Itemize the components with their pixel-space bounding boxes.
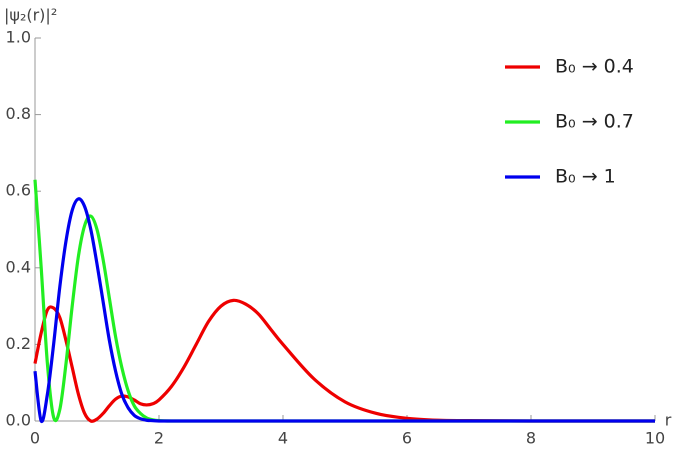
x-tick-label: 4 — [278, 429, 288, 448]
y-tick-label: 0.0 — [6, 411, 31, 430]
y-tick-label: 0.2 — [6, 334, 31, 353]
y-axis-label: |ψ₂(r)|² — [4, 6, 57, 25]
series-line — [33, 298, 655, 423]
x-tick-label: 10 — [645, 429, 665, 448]
legend-label: B₀ → 0.4 — [555, 56, 634, 78]
series-line — [33, 197, 655, 424]
x-tick-label: 8 — [526, 429, 536, 448]
y-tick-label: 0.4 — [6, 257, 31, 276]
x-axis-label: r — [665, 411, 672, 430]
series-line — [33, 179, 655, 423]
y-tick-label: 0.6 — [6, 181, 31, 200]
legend-label: B₀ → 0.7 — [555, 111, 634, 133]
y-tick-label: 0.8 — [6, 104, 31, 123]
x-tick-label: 2 — [154, 429, 164, 448]
x-tick-label: 6 — [402, 429, 412, 448]
legend-label: B₀ → 1 — [555, 166, 616, 188]
y-tick-label: 1.0 — [6, 28, 31, 47]
x-tick-label: 0 — [30, 429, 40, 448]
